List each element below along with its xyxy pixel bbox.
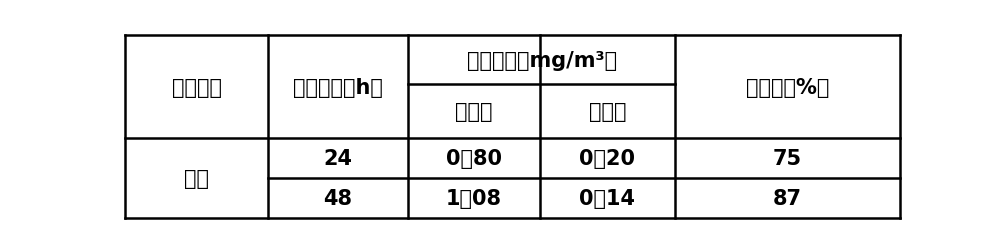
- Text: 作用时间（h）: 作用时间（h）: [293, 78, 383, 98]
- Text: 24: 24: [324, 149, 353, 169]
- Text: 87: 87: [773, 188, 802, 209]
- Text: 去除率（%）: 去除率（%）: [746, 78, 829, 98]
- Text: 0．80: 0．80: [446, 149, 502, 169]
- Text: 48: 48: [324, 188, 353, 209]
- Text: 0．20: 0．20: [579, 149, 635, 169]
- Text: 甲醛: 甲醛: [184, 169, 209, 189]
- Text: 0．14: 0．14: [579, 188, 635, 209]
- Text: 样品舶: 样品舶: [589, 102, 626, 122]
- Text: 检测项目: 检测项目: [172, 78, 222, 98]
- Text: 检测结果（mg/m³）: 检测结果（mg/m³）: [466, 50, 617, 70]
- Text: 75: 75: [773, 149, 802, 169]
- Text: 1．08: 1．08: [446, 188, 502, 209]
- Text: 空白舶: 空白舶: [455, 102, 492, 122]
